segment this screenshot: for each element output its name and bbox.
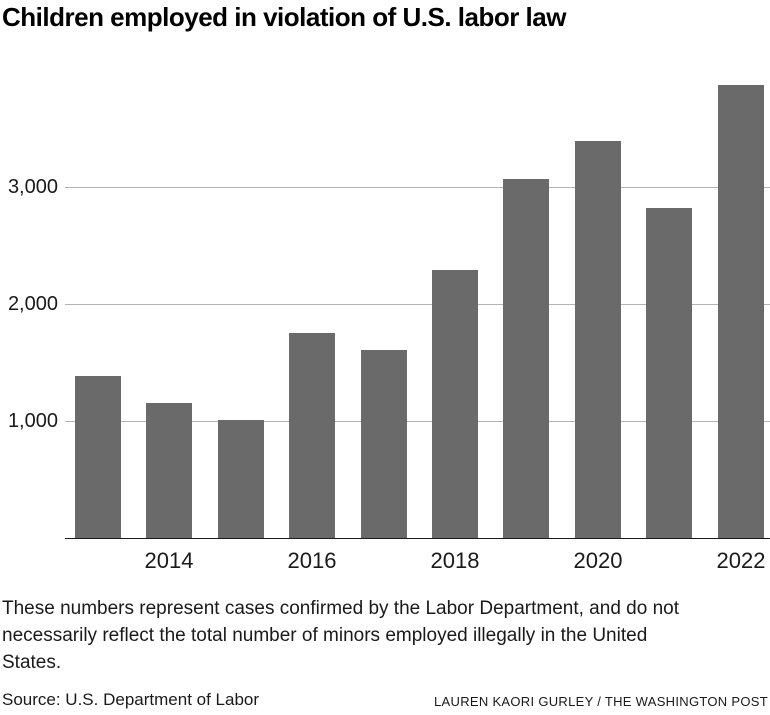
author-byline: LAUREN KAORI GURLEY / THE WASHINGTON POS… [434,694,768,709]
bar-2014 [146,403,192,538]
y-tick-label-1000: 1,000 [7,410,58,432]
bar-2018 [432,270,478,538]
bar-2021 [646,208,692,538]
x-tick-label-2022: 2022 [716,548,766,573]
x-tick-label-2016: 2016 [287,548,337,573]
y-gridline-3000 [65,187,770,188]
bar-2015 [218,420,264,538]
bar-2019 [503,179,549,538]
bar-2013 [75,376,121,538]
chart-footnote: These numbers represent cases confirmed … [2,595,679,676]
x-axis-line [65,538,770,539]
bar-chart: 1,000 2,000 3,000 2014 2016 2018 2020 2022 [7,85,770,573]
bar-2017 [361,350,407,538]
x-tick-label-2014: 2014 [144,548,194,573]
x-tick-label-2018: 2018 [430,548,480,573]
footnote-line: necessarily reflect the total number of … [2,625,648,646]
x-tick-label-2020: 2020 [573,548,623,573]
y-tick-label-2000: 2,000 [7,293,58,315]
source-credit: Source: U.S. Department of Labor [2,690,260,709]
y-gridline-1000 [65,421,770,422]
bar-2016 [289,333,335,538]
y-gridline-2000 [65,304,770,305]
footnote-line: States. [2,652,62,673]
chart-title: Children employed in violation of U.S. l… [2,2,566,32]
bar-2020 [575,141,621,538]
footnote-line: These numbers represent cases confirmed … [2,598,679,619]
bar-2022 [718,85,764,538]
chart-footer: Source: U.S. Department of Labor LAUREN … [2,690,768,710]
y-tick-label-3000: 3,000 [7,176,58,198]
